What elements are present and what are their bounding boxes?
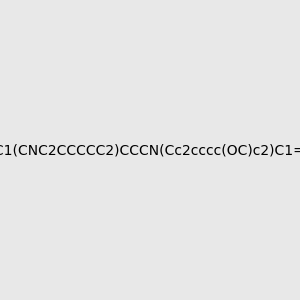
Text: OC1(CNC2CCCCC2)CCCN(Cc2cccc(OC)c2)C1=O: OC1(CNC2CCCCC2)CCCN(Cc2cccc(OC)c2)C1=O xyxy=(0,143,300,157)
